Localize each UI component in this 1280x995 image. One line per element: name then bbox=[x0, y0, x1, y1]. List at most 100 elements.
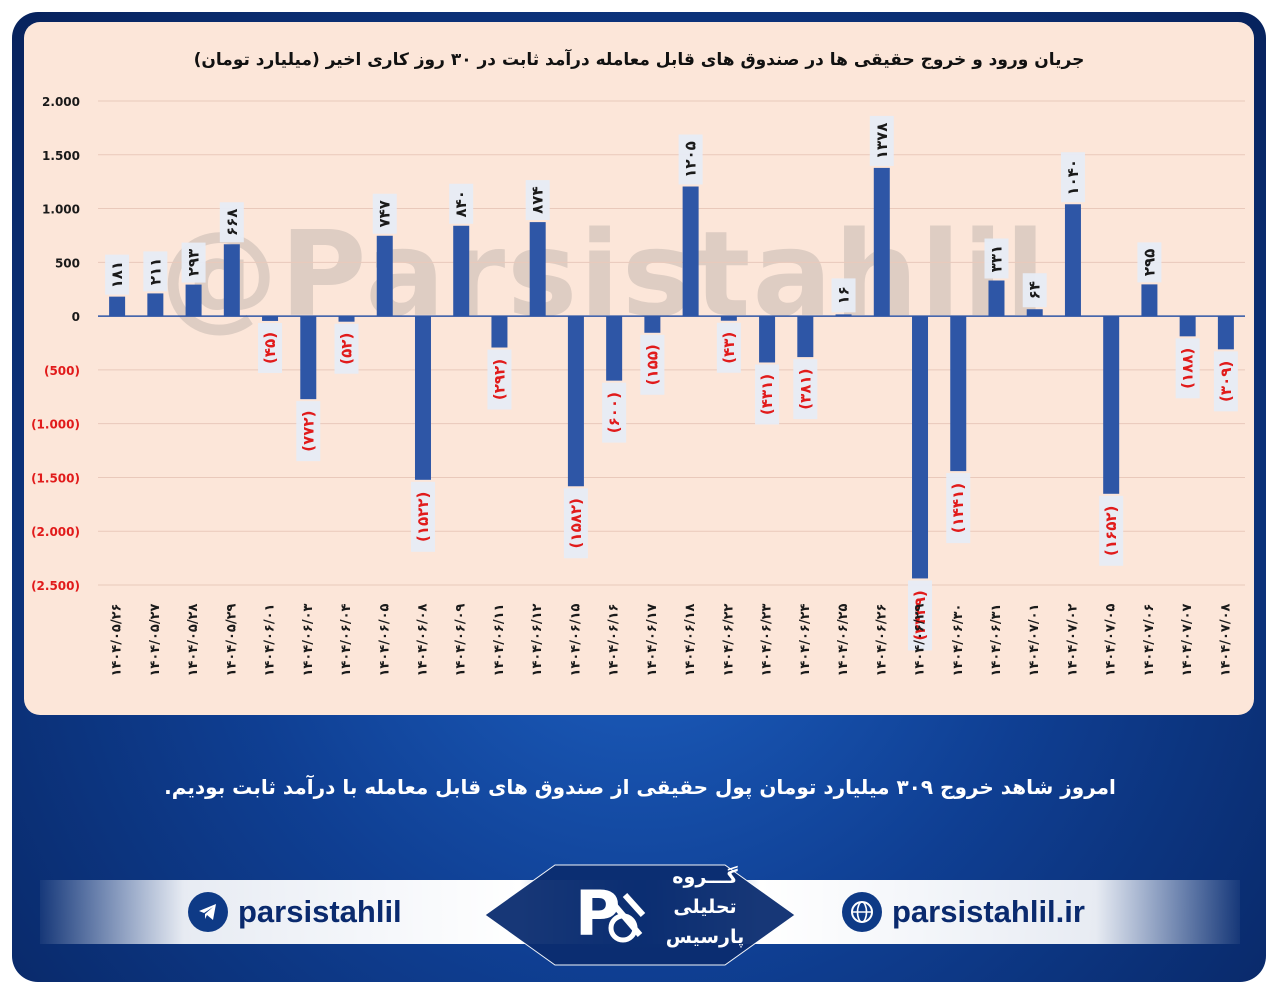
data-label-box bbox=[372, 193, 397, 234]
data-label: (۱۸۸) bbox=[1179, 348, 1197, 389]
y-tick-label: 2.000 bbox=[42, 95, 80, 109]
y-tick-label: 1.000 bbox=[42, 203, 80, 217]
logo-line3: پارسیس bbox=[665, 926, 745, 948]
bar bbox=[988, 280, 1005, 317]
x-tick-label: ۱۴۰۴/۰۷/۰۷ bbox=[1180, 603, 1195, 676]
data-label: ۱۲۰۵ bbox=[682, 141, 700, 178]
data-label: (۱۵۸۲) bbox=[567, 498, 585, 548]
data-label-box bbox=[716, 322, 741, 373]
data-label-box bbox=[410, 481, 435, 552]
data-label: (۵۲) bbox=[338, 333, 356, 365]
data-label: ۸۷۴ bbox=[529, 186, 547, 213]
data-label-box bbox=[602, 382, 627, 443]
bar bbox=[376, 235, 393, 317]
bar bbox=[491, 316, 508, 348]
y-tick-label: (500) bbox=[44, 364, 80, 378]
y-tick-label: 0 bbox=[72, 310, 80, 324]
data-label-box bbox=[1022, 273, 1047, 308]
bar bbox=[414, 316, 431, 480]
data-label-box bbox=[143, 251, 168, 292]
data-label: (۴۵) bbox=[261, 332, 279, 364]
data-label: (۱۵۵) bbox=[643, 344, 661, 385]
bar bbox=[109, 296, 126, 317]
data-label-box bbox=[525, 180, 550, 221]
x-tick-label: ۱۴۰۴/۰۶/۰۴ bbox=[339, 603, 354, 676]
bar bbox=[682, 186, 699, 317]
x-tick-label: ۱۴۰۴/۰۶/۱۷ bbox=[645, 603, 660, 676]
x-tick-label: ۱۴۰۴/۰۶/۲۶ bbox=[874, 604, 889, 677]
bar bbox=[835, 314, 852, 317]
data-label: ۱۳۷۸ bbox=[873, 123, 891, 160]
data-label-box bbox=[487, 349, 512, 410]
x-tick-label: ۱۴۰۴/۰۷/۰۵ bbox=[1104, 603, 1119, 676]
x-tick-label: ۱۴۰۴/۰۶/۰۱ bbox=[263, 604, 278, 677]
data-label: (۱۴۴۱) bbox=[949, 483, 967, 533]
bar bbox=[1103, 316, 1120, 494]
bar bbox=[797, 316, 814, 358]
bar bbox=[338, 316, 355, 322]
data-label-box bbox=[1060, 152, 1085, 203]
data-label: (۲۴۳۹) bbox=[911, 590, 929, 640]
data-label: (۲۹۲) bbox=[490, 359, 508, 400]
y-tick-label: (2.500) bbox=[31, 579, 80, 593]
y-tick-label: 500 bbox=[55, 256, 80, 270]
bar bbox=[1141, 284, 1158, 317]
bar bbox=[147, 293, 164, 317]
bar bbox=[720, 316, 737, 321]
x-tick-label: ۱۴۰۴/۰۶/۱۶ bbox=[607, 604, 622, 677]
data-label: ۶۴ bbox=[1026, 281, 1044, 299]
bar bbox=[529, 222, 546, 317]
bar bbox=[1179, 316, 1196, 337]
bar bbox=[223, 244, 240, 317]
data-label-box bbox=[105, 254, 130, 295]
data-label: (۴۳۱) bbox=[758, 374, 776, 415]
data-label-box bbox=[219, 202, 244, 243]
data-label-box bbox=[869, 115, 894, 166]
y-tick-label: (1.500) bbox=[31, 471, 80, 485]
data-label: ۶۶۸ bbox=[223, 209, 241, 236]
telegram-icon bbox=[188, 892, 228, 932]
x-tick-label: ۱۴۰۴/۰۵/۲۸ bbox=[186, 603, 201, 676]
data-label: ۱۸۱ bbox=[108, 261, 126, 288]
data-label: (۱۵۲۲) bbox=[414, 492, 432, 542]
data-label-box bbox=[1175, 338, 1200, 399]
data-label-box bbox=[1099, 495, 1124, 566]
data-label-box bbox=[946, 473, 971, 544]
data-label-box bbox=[296, 401, 321, 462]
data-label-box bbox=[831, 278, 856, 313]
x-tick-label: ۱۴۰۴/۰۵/۲۹ bbox=[224, 603, 239, 676]
data-label: (۴۳) bbox=[720, 332, 738, 364]
data-label: (۱۶۵۲) bbox=[1102, 506, 1120, 556]
data-label-box bbox=[334, 323, 359, 374]
x-tick-label: ۱۴۰۴/۰۵/۲۷ bbox=[148, 603, 163, 676]
data-label-box bbox=[793, 359, 818, 420]
data-label-box bbox=[563, 488, 588, 559]
x-tick-label: ۱۴۰۴/۰۶/۲۹ bbox=[913, 603, 928, 676]
data-label: ۲۹۳ bbox=[185, 249, 203, 276]
data-label-box bbox=[678, 134, 703, 185]
x-tick-label: ۱۴۰۴/۰۶/۲۵ bbox=[836, 603, 851, 676]
bar bbox=[300, 316, 317, 400]
bar bbox=[759, 316, 776, 363]
x-tick-label: ۱۴۰۴/۰۶/۰۳ bbox=[301, 603, 316, 676]
bar bbox=[950, 316, 967, 472]
x-tick-label: ۱۴۰۴/۰۶/۲۲ bbox=[721, 603, 736, 676]
x-tick-label: ۱۴۰۴/۰۶/۱۲ bbox=[530, 603, 545, 676]
caption-text: امروز شاهد خروج ۳۰۹ میلیارد تومان پول حق… bbox=[164, 775, 1116, 799]
data-label: ۲۱۱ bbox=[146, 258, 164, 285]
bar bbox=[453, 225, 470, 317]
bar bbox=[185, 284, 202, 317]
website-link[interactable]: parsistahlil.ir bbox=[842, 886, 1085, 938]
data-label: ۳۳۱ bbox=[987, 245, 1005, 272]
x-tick-label: ۱۴۰۴/۰۶/۳۰ bbox=[951, 604, 966, 677]
bar bbox=[606, 316, 623, 381]
data-label: ۱۶ bbox=[835, 286, 853, 304]
bar bbox=[1064, 204, 1081, 317]
website-url: parsistahlil.ir bbox=[892, 894, 1085, 929]
data-label-box bbox=[449, 183, 474, 224]
telegram-link[interactable]: parsistahlil bbox=[188, 886, 402, 938]
data-label-box bbox=[1137, 242, 1162, 283]
chart-panel bbox=[24, 22, 1254, 715]
x-tick-label: ۱۴۰۴/۰۶/۲۴ bbox=[798, 603, 813, 676]
logo: P bbox=[484, 864, 796, 966]
